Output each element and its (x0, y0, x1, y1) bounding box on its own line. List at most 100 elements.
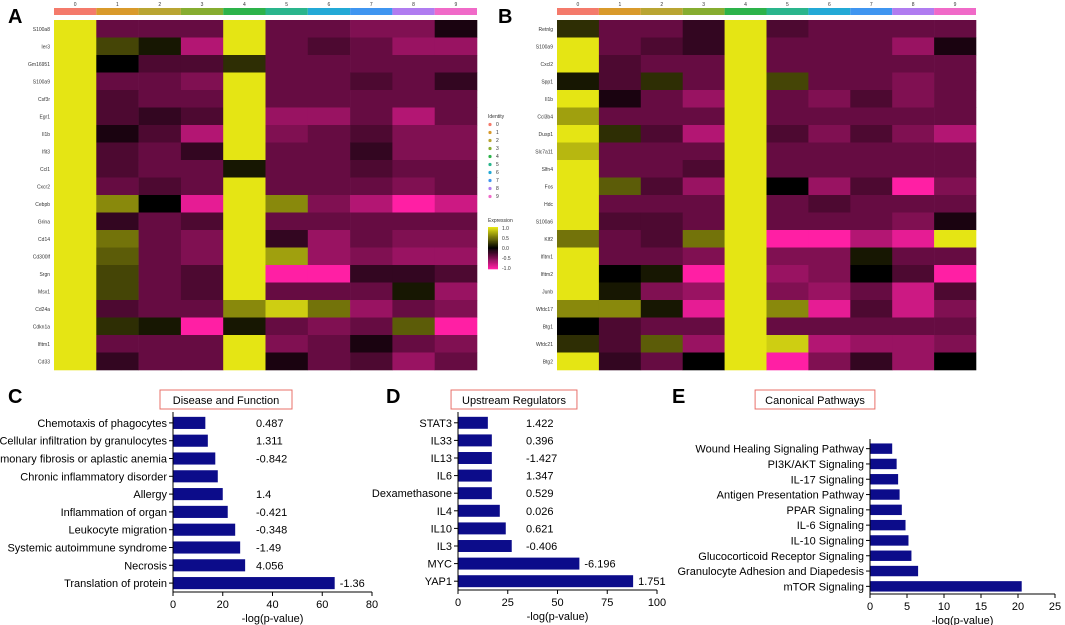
category-label: PI3K/AKT Signaling (768, 459, 864, 471)
legend-gradient-step (488, 236, 498, 238)
category-label: IL10 (431, 523, 452, 535)
gene-label: Cd14 (38, 237, 50, 243)
heat-cell (350, 335, 393, 353)
heat-cell (724, 125, 767, 143)
heat-cell (96, 212, 139, 231)
heat-cell (850, 335, 893, 353)
category-label: Glucocorticoid Receptor Signaling (698, 551, 864, 563)
heat-cell (180, 247, 224, 266)
cluster-bar-5 (265, 8, 308, 15)
category-label: mTOR Signaling (784, 581, 865, 593)
zscore-label: -0.406 (526, 541, 557, 553)
heat-cell (808, 352, 851, 371)
legend-gradient-step (488, 237, 498, 239)
heat-cell (892, 300, 935, 318)
heat-cell (640, 212, 683, 231)
heat-cell (434, 177, 478, 196)
heat-cell (96, 335, 139, 353)
heat-cell (557, 265, 600, 283)
cluster-label-4: 4 (243, 2, 246, 8)
x-axis-title: -log(p-value) (527, 611, 589, 623)
gene-label: Egr1 (39, 114, 50, 120)
category-label: Leukocyte migration (69, 525, 167, 537)
legend-gradient-step (488, 233, 498, 235)
heat-cell (640, 125, 683, 143)
heat-cell (265, 282, 309, 301)
heat-cell (350, 282, 393, 301)
category-label: STAT3 (419, 418, 452, 430)
gene-label: Fos (545, 184, 554, 190)
heat-cell (766, 160, 809, 178)
gene-label: S100a9 (536, 44, 553, 50)
gene-label: Wfdc21 (536, 342, 553, 348)
heat-cell (223, 72, 266, 91)
legend-identity-dot (488, 162, 492, 167)
heat-cell (96, 142, 139, 161)
heat-cell (180, 20, 224, 38)
heat-cell (180, 37, 224, 56)
category-label: Pulmonary fibrosis or aplastic anemia (0, 454, 168, 466)
heat-cell (640, 142, 683, 161)
heat-cell (724, 20, 767, 38)
heat-cell (850, 37, 893, 56)
heat-cell (724, 72, 767, 91)
heat-cell (434, 265, 478, 283)
zscore-label: -0.842 (256, 454, 287, 466)
gene-label: Ier3 (41, 44, 50, 50)
bar (173, 577, 335, 590)
heat-cell (598, 212, 642, 231)
category-label: IL-6 Signaling (797, 520, 864, 532)
heat-cell (350, 247, 393, 266)
cluster-label-6: 6 (828, 2, 831, 8)
heat-cell (307, 72, 351, 91)
legend-identity-label: 8 (496, 186, 499, 192)
heat-cell (392, 107, 435, 126)
heat-cell (766, 195, 809, 213)
heat-cell (598, 352, 642, 371)
heat-cell (392, 212, 435, 231)
heat-cell (598, 125, 642, 143)
gene-label: Retnlg (539, 27, 554, 33)
legend-gradient-step (488, 258, 498, 260)
zscore-label: -1.36 (340, 578, 365, 590)
heat-cell (682, 20, 725, 38)
heat-cell (180, 160, 224, 178)
heat-cell (434, 335, 478, 353)
panel-letter-a: A (8, 6, 22, 28)
heat-cell (223, 90, 266, 108)
heat-cell (808, 282, 851, 301)
heat-cell (557, 20, 600, 38)
heat-cell (265, 125, 309, 143)
heat-cell (96, 177, 139, 196)
heat-cell (640, 177, 683, 196)
heat-cell (350, 212, 393, 231)
legend-gradient-step (488, 244, 498, 247)
heat-cell (180, 72, 224, 91)
cluster-label-5: 5 (786, 2, 789, 8)
heat-cell (54, 282, 97, 301)
heat-cell (434, 37, 478, 56)
heat-cell (682, 107, 725, 126)
heat-cell (766, 352, 809, 371)
heat-cell (892, 20, 935, 38)
x-tick-label: 15 (975, 601, 987, 613)
gene-label: Dusp1 (539, 132, 554, 138)
heat-cell (54, 20, 97, 38)
heat-cell (598, 247, 642, 266)
gene-label: Msx1 (38, 289, 50, 295)
gene-label: Cebpb (35, 202, 50, 208)
heat-cell (640, 300, 683, 318)
heat-cell (850, 177, 893, 196)
cluster-label-3: 3 (201, 2, 204, 8)
heat-cell (96, 125, 139, 143)
cluster-label-9: 9 (954, 2, 957, 8)
panel-letter-b: B (498, 6, 512, 28)
zscore-label: 0.621 (526, 523, 554, 535)
legend-identity-label: 4 (496, 154, 499, 160)
zscore-label: 1.311 (256, 436, 283, 448)
heat-cell (598, 37, 642, 56)
heat-cell (265, 317, 309, 336)
heat-cell (892, 107, 935, 126)
heat-cell (598, 55, 642, 73)
heat-cell (934, 247, 977, 266)
